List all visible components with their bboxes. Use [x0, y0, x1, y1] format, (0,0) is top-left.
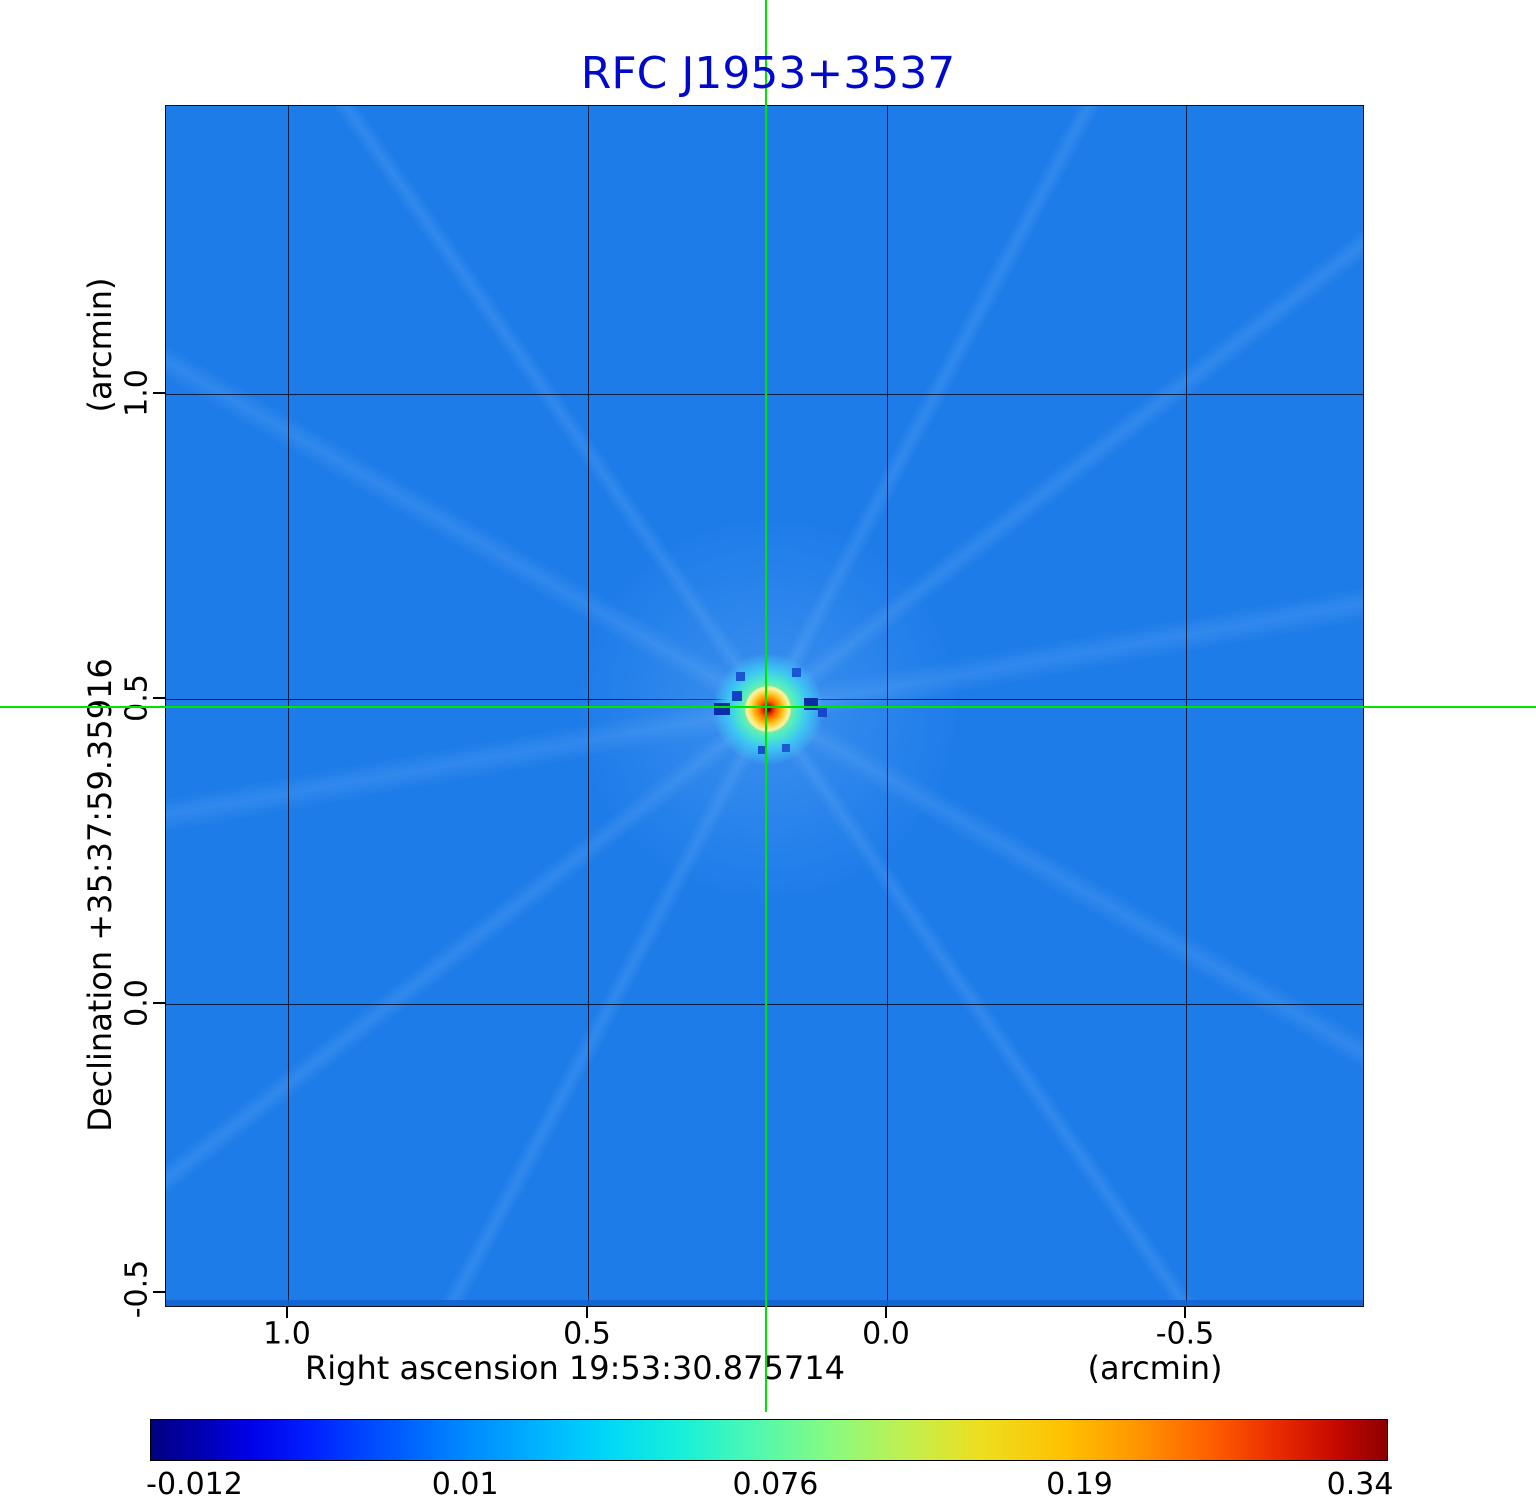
x-tick-mark [885, 1306, 887, 1318]
y-tick-mark [153, 697, 165, 699]
colorbar-tick-label: 0.076 [732, 1467, 819, 1502]
x-axis-label: Right ascension 19:53:30.875714 [305, 1349, 845, 1387]
y-tick-label: -0.5 [119, 1259, 155, 1319]
negative-sidelobe [732, 691, 742, 701]
colorbar-tick-label: 0.01 [431, 1467, 499, 1502]
grid-line-horizontal [166, 394, 1363, 395]
y-tick-label: 1.0 [119, 369, 155, 417]
colorbar-gradient [151, 1420, 1387, 1460]
negative-sidelobe [804, 698, 818, 710]
y-tick-label: 0.5 [119, 674, 155, 722]
x-tick-label: 1.0 [263, 1316, 311, 1352]
x-tick-label: -0.5 [1155, 1316, 1215, 1352]
grid-line-horizontal [166, 1004, 1363, 1005]
x-tick-mark [1184, 1306, 1186, 1318]
crosshair-horizontal-line [0, 706, 1536, 708]
colorbar-labels: -0.012 0.01 0.076 0.19 0.34 [146, 1467, 1393, 1507]
plot-title: RFC J1953+3537 [580, 48, 956, 99]
negative-sidelobe [714, 703, 730, 715]
image-bottom-edge [166, 1300, 1363, 1306]
negative-sidelobe [782, 744, 790, 752]
y-axis-label: Declination +35:37:59.35916 [81, 658, 119, 1132]
colorbar-tick-label: 0.34 [1326, 1467, 1394, 1502]
negative-sidelobe [792, 668, 801, 677]
y-tick-mark [153, 1291, 165, 1293]
colorbar-tick-label: -0.012 [146, 1467, 243, 1502]
x-tick-mark [286, 1306, 288, 1318]
x-tick-label: 0.0 [862, 1316, 910, 1352]
source-core [745, 686, 791, 732]
y-tick-mark [153, 1002, 165, 1004]
y-axis-unit-label: (arcmin) [81, 277, 119, 413]
x-tick-mark [586, 1306, 588, 1318]
negative-sidelobe [758, 746, 767, 754]
negative-sidelobe [736, 672, 745, 681]
colorbar [150, 1419, 1388, 1461]
y-tick-label: 0.0 [119, 979, 155, 1027]
x-tick-label: 0.5 [563, 1316, 611, 1352]
y-tick-mark [153, 392, 165, 394]
colorbar-tick-label: 0.19 [1046, 1467, 1113, 1502]
x-axis-unit-label: (arcmin) [1087, 1349, 1223, 1387]
negative-sidelobe [818, 708, 827, 717]
